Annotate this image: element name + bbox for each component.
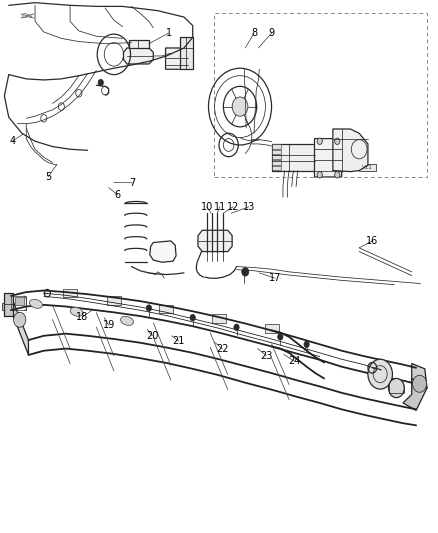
Polygon shape: [15, 297, 24, 305]
Text: 16: 16: [366, 236, 378, 246]
Circle shape: [190, 314, 195, 321]
Polygon shape: [272, 160, 281, 165]
Circle shape: [335, 138, 340, 144]
Polygon shape: [272, 150, 281, 154]
Text: 5: 5: [45, 172, 51, 182]
Polygon shape: [107, 296, 121, 305]
Polygon shape: [129, 40, 149, 48]
Polygon shape: [272, 155, 281, 159]
Circle shape: [413, 375, 427, 392]
Text: 18: 18: [76, 312, 88, 322]
Ellipse shape: [120, 317, 134, 325]
Text: 10: 10: [201, 202, 213, 212]
Text: 4: 4: [9, 136, 15, 146]
Polygon shape: [166, 48, 188, 69]
Circle shape: [389, 378, 404, 398]
Text: 8: 8: [251, 28, 257, 38]
Text: 22: 22: [216, 344, 229, 354]
Circle shape: [368, 359, 392, 389]
Text: 11: 11: [214, 202, 226, 212]
Polygon shape: [272, 166, 281, 170]
Polygon shape: [124, 48, 153, 64]
Text: 21: 21: [173, 336, 185, 346]
Text: 13: 13: [243, 202, 255, 212]
Polygon shape: [265, 324, 279, 333]
Polygon shape: [180, 37, 193, 69]
Polygon shape: [150, 241, 176, 262]
Circle shape: [14, 312, 26, 327]
Text: 7: 7: [129, 178, 135, 188]
Polygon shape: [212, 314, 226, 323]
Polygon shape: [11, 296, 28, 355]
Text: 12: 12: [227, 202, 239, 212]
Circle shape: [232, 97, 248, 116]
Text: 20: 20: [146, 331, 159, 341]
Text: 23: 23: [260, 351, 272, 360]
Circle shape: [242, 268, 249, 276]
Text: 17: 17: [269, 273, 281, 283]
Polygon shape: [359, 164, 376, 171]
Circle shape: [234, 324, 239, 330]
Circle shape: [98, 79, 103, 86]
Circle shape: [304, 341, 309, 348]
Polygon shape: [272, 144, 315, 171]
Text: 24: 24: [288, 357, 300, 366]
Circle shape: [335, 172, 340, 178]
Text: 19: 19: [102, 320, 115, 330]
Text: 9: 9: [268, 28, 275, 38]
Circle shape: [317, 172, 322, 178]
Circle shape: [317, 138, 322, 144]
Text: 1: 1: [166, 28, 172, 38]
Ellipse shape: [70, 308, 83, 316]
Polygon shape: [198, 230, 232, 252]
Text: V11: V11: [362, 165, 373, 170]
Text: Crs: Crs: [21, 13, 33, 19]
Polygon shape: [403, 378, 427, 410]
Polygon shape: [333, 129, 368, 172]
Polygon shape: [63, 289, 77, 297]
Polygon shape: [2, 303, 4, 310]
Text: 6: 6: [114, 190, 120, 199]
Ellipse shape: [29, 300, 42, 308]
Polygon shape: [272, 144, 281, 149]
Polygon shape: [314, 139, 342, 177]
Polygon shape: [159, 305, 173, 313]
Circle shape: [146, 305, 152, 311]
Polygon shape: [412, 364, 427, 394]
Polygon shape: [4, 293, 13, 316]
Circle shape: [278, 334, 283, 340]
